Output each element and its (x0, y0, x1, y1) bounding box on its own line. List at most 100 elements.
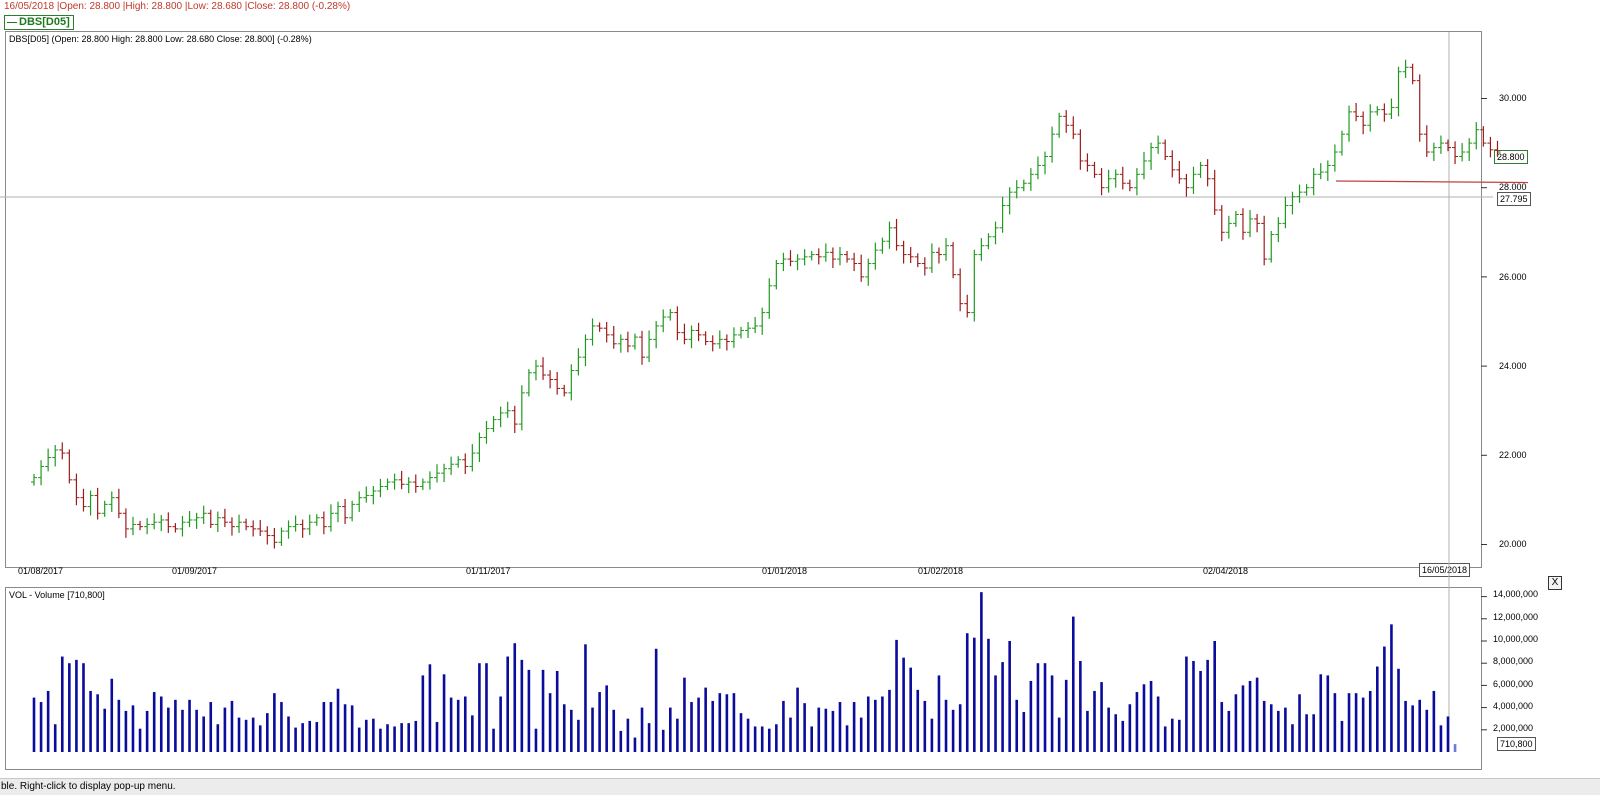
volume-bar (1439, 725, 1443, 752)
volume-bar (499, 696, 502, 752)
price-tick-label: 20.000 (1499, 539, 1527, 549)
volume-bar (1354, 693, 1358, 752)
volume-bar (1368, 690, 1372, 752)
volume-bar (407, 723, 411, 752)
volume-bar (364, 719, 368, 752)
volume-bar (881, 696, 884, 752)
volume-bar (96, 694, 99, 752)
volume-bar (902, 657, 905, 752)
volume-bar (1199, 670, 1202, 752)
volume-bar (796, 687, 799, 752)
volume-bar (1425, 709, 1429, 752)
volume-bar (1347, 693, 1351, 752)
volume-bar (456, 699, 460, 752)
volume-bar (782, 700, 785, 752)
volume-bar (647, 723, 651, 752)
volume-bar (513, 643, 517, 752)
volume-bar (1142, 684, 1146, 752)
volume-bar (124, 710, 128, 752)
volume-bar (1333, 693, 1337, 752)
volume-bar (520, 659, 524, 752)
volume-bar (767, 728, 771, 752)
volume-bar (965, 633, 969, 752)
volume-bar (449, 697, 453, 752)
volume-bar (82, 663, 85, 752)
volume-bar (548, 693, 552, 752)
volume-bar (1086, 710, 1089, 752)
volume-bar (951, 709, 955, 752)
crosshair-date-box: 16/05/2018 (1419, 563, 1471, 577)
symbol-tag[interactable]: DBS[D05] (4, 15, 74, 30)
volume-bar (75, 659, 78, 752)
volume-bar (987, 638, 990, 752)
volume-bar (1298, 694, 1301, 752)
volume-bar (1008, 641, 1011, 752)
volume-bar (478, 663, 481, 752)
volume-bar (1079, 660, 1082, 752)
volume-bar (357, 727, 361, 752)
volume-bar (1163, 726, 1167, 752)
volume-bar (421, 675, 425, 752)
volume-bar (923, 700, 927, 752)
volume-tick-label: 2,000,000 (1493, 723, 1534, 733)
volume-bar (202, 716, 205, 752)
price-tick-label: 28.000 (1499, 182, 1527, 192)
price-pane-title: DBS[D05] (Open: 28.800 High: 28.800 Low:… (9, 34, 312, 44)
volume-bar (1015, 699, 1019, 752)
volume-bar (1255, 677, 1259, 752)
volume-bar (1128, 704, 1132, 752)
close-volume-pane-button[interactable]: X (1548, 576, 1562, 590)
volume-bar (188, 699, 191, 752)
volume-bar (1149, 680, 1153, 752)
volume-bar (534, 728, 538, 752)
volume-bar (1170, 718, 1174, 752)
volume-bar (937, 675, 941, 752)
volume-bar (711, 700, 715, 752)
volume-bar (527, 669, 531, 752)
volume-bar (1277, 710, 1280, 752)
volume-bar (1305, 714, 1308, 752)
volume-bar (1227, 710, 1231, 752)
volume-bar (1121, 720, 1125, 752)
volume-bar (1206, 659, 1209, 752)
horizontal-line (1335, 180, 1529, 184)
volume-bar (980, 592, 983, 752)
volume-bar (803, 703, 806, 752)
volume-bar (605, 685, 608, 752)
price-pane[interactable]: DBS[D05] (Open: 28.800 High: 28.800 Low:… (5, 31, 1482, 568)
volume-bar (1050, 675, 1054, 752)
volume-bar (612, 709, 616, 752)
symbol-tag-label: DBS[D05] (19, 16, 70, 28)
volume-bar (760, 726, 764, 752)
volume-bar (930, 718, 934, 752)
volume-bar (1404, 700, 1407, 752)
volume-bar (845, 725, 849, 752)
volume-bar (230, 700, 234, 752)
volume-bar (1185, 656, 1188, 752)
volume-bar (683, 677, 686, 752)
volume-bar (1262, 700, 1266, 752)
volume-bar (775, 724, 778, 752)
volume-bar (39, 702, 43, 752)
volume-bar (322, 702, 326, 752)
volume-bar (244, 719, 248, 752)
volume-bar (1269, 704, 1273, 752)
volume-bar (838, 702, 842, 752)
volume-bar (1284, 707, 1287, 752)
volume-bar (273, 693, 276, 752)
volume-bar (258, 725, 262, 752)
volume-bar (1213, 641, 1216, 752)
volume-bar (697, 697, 700, 752)
volume-bar (103, 708, 106, 752)
volume-bar (301, 723, 304, 752)
volume-bar (216, 724, 220, 752)
volume-bar (866, 696, 870, 752)
volume-bar (53, 724, 57, 752)
volume-bar (676, 718, 679, 752)
volume-tick-label: 4,000,000 (1493, 701, 1534, 711)
date-tick-label: 01/08/2017 (18, 566, 64, 576)
volume-bar (888, 689, 891, 752)
date-tick-label: 01/01/2018 (762, 566, 808, 576)
volume-bar (1114, 714, 1118, 752)
